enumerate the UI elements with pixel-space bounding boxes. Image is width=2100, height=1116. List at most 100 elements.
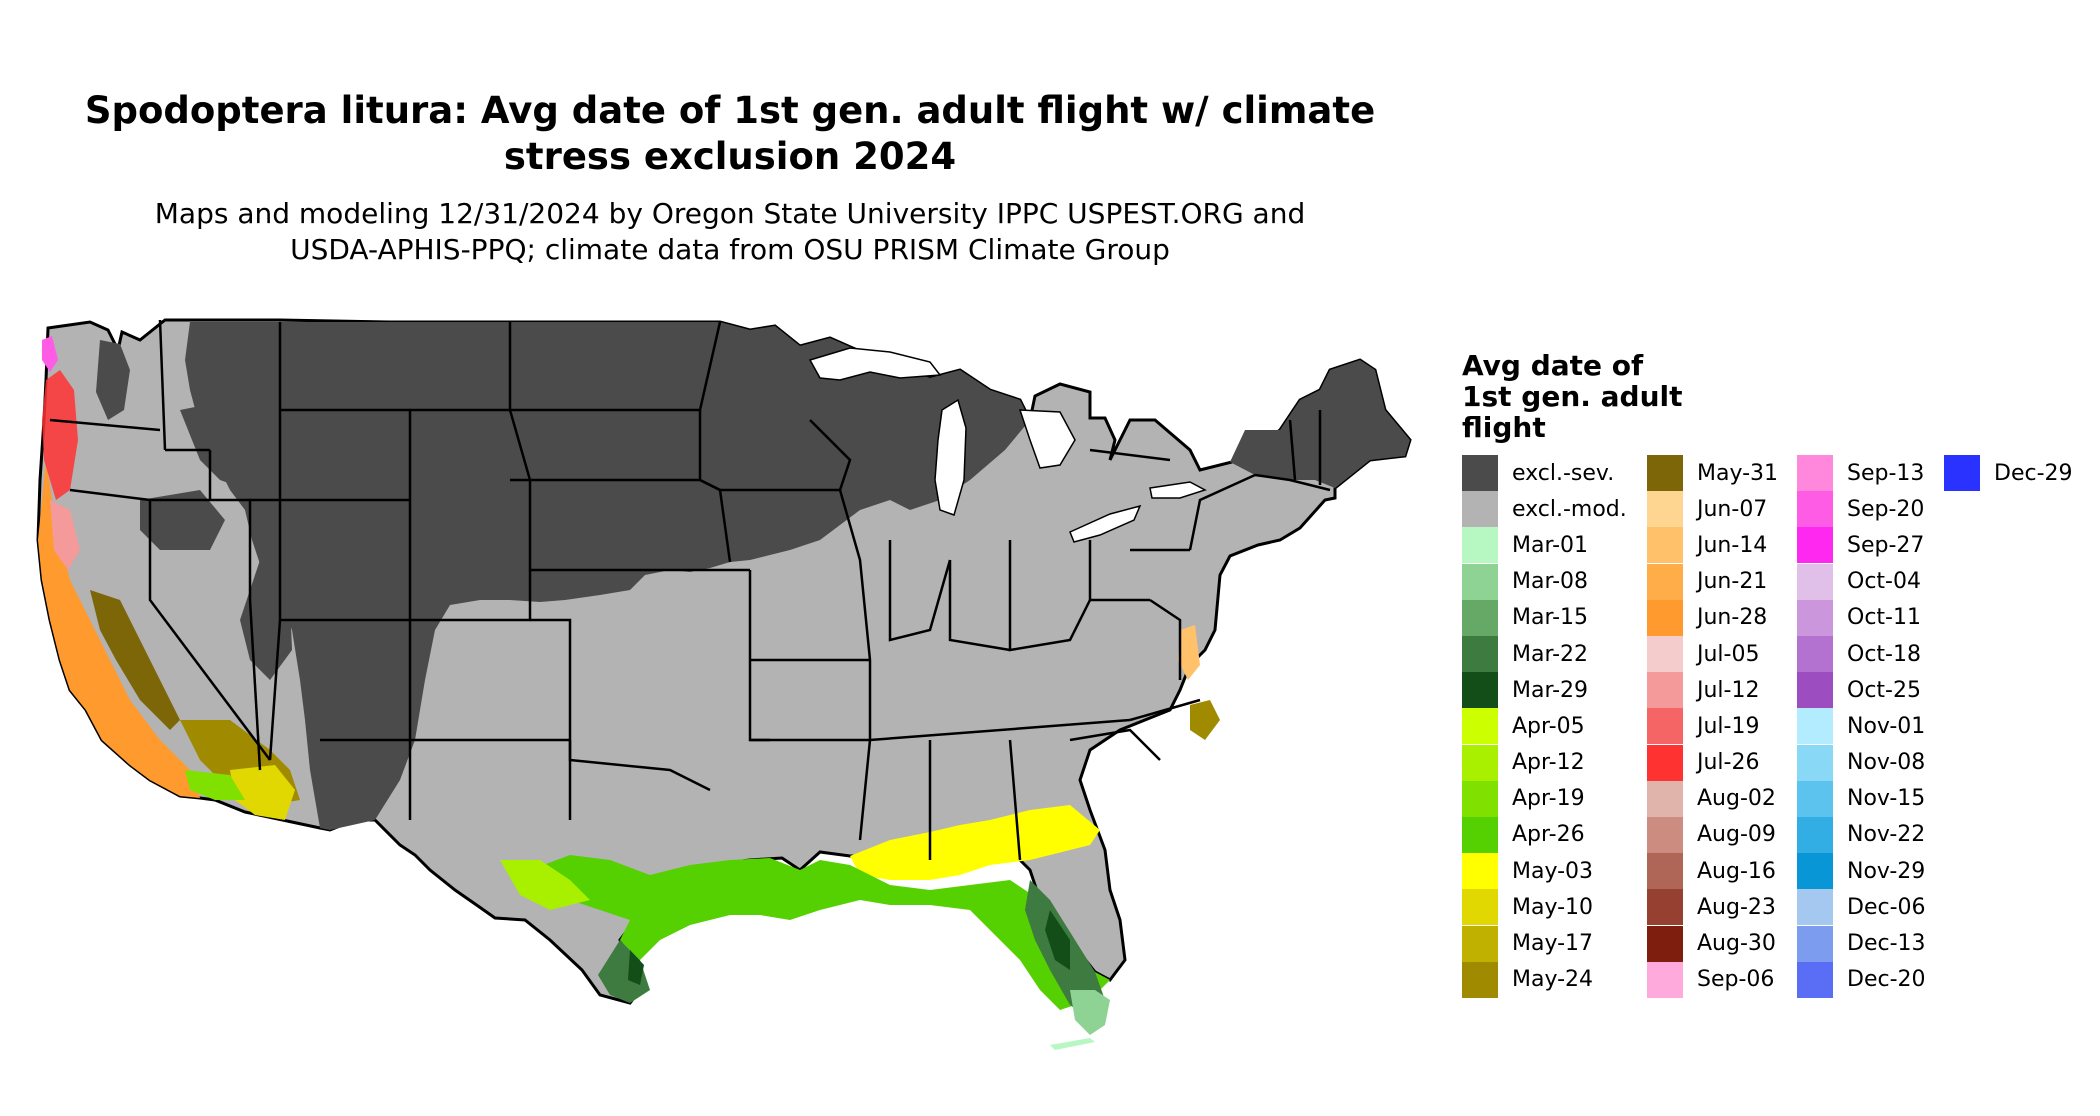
legend-item: Mar-08 [1462, 563, 1647, 600]
legend-item: Mar-15 [1462, 599, 1647, 636]
legend-swatch [1647, 780, 1683, 817]
legend-item: Jul-05 [1647, 636, 1797, 673]
legend-label: excl.-mod. [1512, 496, 1627, 522]
legend-label: Apr-26 [1512, 822, 1585, 848]
lake-michigan [934, 398, 967, 516]
legend-swatch [1462, 961, 1498, 998]
legend-label: Apr-12 [1512, 750, 1585, 776]
legend-swatch [1647, 491, 1683, 528]
legend-label: Mar-15 [1512, 605, 1589, 631]
legend-swatch [1797, 491, 1833, 528]
map-title-line-1: Spodoptera litura: Avg date of 1st gen. … [84, 89, 1376, 132]
legend-item: Aug-23 [1647, 889, 1797, 926]
severe-exclusion-west-a [96, 340, 130, 420]
legend-label: Sep-27 [1847, 532, 1925, 558]
legend-label: Nov-15 [1847, 786, 1926, 812]
legend-label: Mar-22 [1512, 641, 1589, 667]
legend-label: Aug-02 [1697, 786, 1776, 812]
legend-label: Jul-19 [1697, 713, 1760, 739]
legend-label: excl.-sev. [1512, 460, 1615, 486]
legend-swatch [1462, 636, 1498, 673]
legend-item: Mar-22 [1462, 636, 1647, 673]
legend-swatch [1462, 599, 1498, 636]
legend-swatch [1647, 961, 1683, 998]
legend-label: Oct-04 [1847, 569, 1921, 595]
legend-item: Sep-27 [1797, 527, 1944, 564]
legend-swatch [1647, 889, 1683, 926]
lake-superior [808, 347, 942, 381]
legend-swatch [1797, 599, 1833, 636]
legend-item: Jun-21 [1647, 563, 1797, 600]
legend-label: Apr-05 [1512, 713, 1585, 739]
legend-item: Sep-20 [1797, 491, 1944, 528]
legend-item: Oct-18 [1797, 636, 1944, 673]
south-texas-zone [598, 940, 650, 1003]
legend-title: Avg date of 1st gen. adult flight [1462, 350, 1762, 443]
legend-label: Oct-25 [1847, 677, 1921, 703]
legend-swatch [1647, 853, 1683, 890]
legend-swatch [1462, 527, 1498, 564]
legend-item: Jul-19 [1647, 708, 1797, 745]
lake-huron [1018, 409, 1076, 469]
gulf-coast-light-green-zone [500, 860, 590, 910]
washington-coast-magenta-zone [42, 336, 58, 372]
legend-item: May-03 [1462, 853, 1647, 890]
legend-item: Nov-22 [1797, 816, 1944, 853]
gulf-coast-april-zone [530, 855, 1110, 1010]
pacific-coast-pink-zone [50, 500, 80, 570]
state-borders [49, 319, 1331, 861]
legend-label: Oct-18 [1847, 641, 1921, 667]
legend-swatch [1647, 816, 1683, 853]
legend-swatch [1797, 925, 1833, 962]
legend-swatch [1944, 455, 1980, 492]
legend-item: Dec-20 [1797, 961, 1944, 998]
legend-item: Nov-01 [1797, 708, 1944, 745]
legend-swatch [1462, 780, 1498, 817]
florida-keys [1050, 1038, 1095, 1050]
legend-swatch [1647, 672, 1683, 709]
legend-swatch [1647, 744, 1683, 781]
arizona-yellow-zone [230, 765, 295, 820]
legend-label: Sep-13 [1847, 460, 1925, 486]
severe-exclusion-west-c [140, 490, 225, 550]
legend-item: Jun-07 [1647, 491, 1797, 528]
legend-item: Mar-01 [1462, 527, 1647, 564]
legend-label: Mar-29 [1512, 677, 1589, 703]
legend-swatch [1462, 853, 1498, 890]
legend-item: Jul-12 [1647, 672, 1797, 709]
lake-ontario [1149, 481, 1207, 499]
carolina-coast-zone [1190, 700, 1220, 740]
legend-swatch [1462, 816, 1498, 853]
map-title-line-2: stress exclusion 2024 [503, 135, 957, 178]
legend-swatch [1462, 563, 1498, 600]
southern-california-green-zone [185, 770, 245, 800]
lake-erie [1069, 504, 1142, 543]
legend-label: Dec-29 [1994, 460, 2073, 486]
legend-label: Sep-06 [1697, 967, 1775, 993]
severe-exclusion-north [185, 322, 1030, 830]
legend-swatch [1797, 816, 1833, 853]
legend-swatch [1797, 889, 1833, 926]
legend-swatch [1647, 527, 1683, 564]
map-title: Spodoptera litura: Avg date of 1st gen. … [60, 88, 1400, 180]
legend-title-line-2: 1st gen. adult [1462, 380, 1683, 413]
legend-label: Nov-08 [1847, 750, 1926, 776]
legend-swatch [1797, 672, 1833, 709]
legend-swatch [1797, 708, 1833, 745]
legend-item: Jul-26 [1647, 744, 1797, 781]
legend-item: Apr-19 [1462, 780, 1647, 817]
legend-item: May-17 [1462, 925, 1647, 962]
legend-item: Aug-16 [1647, 853, 1797, 890]
legend-swatch [1647, 708, 1683, 745]
legend-swatch [1647, 925, 1683, 962]
legend-label: Jun-21 [1697, 569, 1768, 595]
legend-item: Nov-15 [1797, 780, 1944, 817]
legend-item: Aug-02 [1647, 780, 1797, 817]
legend-label: May-31 [1697, 460, 1779, 486]
legend-label: Aug-16 [1697, 858, 1776, 884]
legend-swatch [1647, 636, 1683, 673]
legend-item: Dec-13 [1797, 925, 1944, 962]
legend-label: May-24 [1512, 967, 1594, 993]
legend-swatch [1462, 744, 1498, 781]
legend-label: Mar-01 [1512, 532, 1589, 558]
